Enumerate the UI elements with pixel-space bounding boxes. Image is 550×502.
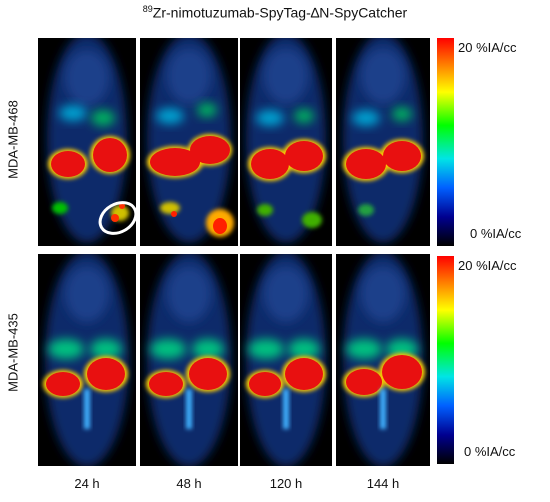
pet-scan-graphic (146, 254, 231, 466)
pet-image-mda-mb-468-120h (240, 38, 332, 246)
timepoint-label-120h: 120 h (269, 476, 303, 491)
colorbar-row2 (437, 256, 454, 464)
pet-scan-graphic (147, 38, 234, 243)
pet-scan-graphic (246, 38, 326, 243)
pet-scan-graphic (43, 254, 129, 466)
colorbar-row1-max-label: 20 %IA/cc (458, 40, 517, 55)
timepoint-label-144h: 144 h (366, 476, 400, 491)
pet-image-mda-mb-435-120h (240, 254, 332, 466)
figure-title: 89Zr-nimotuzumab-SpyTag-∆N-SpyCatcher (142, 4, 408, 21)
pet-image-mda-mb-435-48h (140, 254, 238, 466)
pet-image-mda-mb-435-24h (38, 254, 136, 466)
pet-scan-graphic (47, 38, 136, 243)
tumor-highlight-circle (98, 201, 136, 235)
colorbar-row2-min-label: 0 %IA/cc (464, 444, 516, 459)
row-label-mda-mb-468: MDA-MB-468 (5, 100, 21, 179)
pet-image-mda-mb-468-24h (38, 38, 136, 246)
pet-scan-graphic (343, 254, 425, 466)
pet-image-mda-mb-435-144h (336, 254, 430, 466)
timepoint-label-48h: 48 h (176, 476, 202, 491)
colorbar-row2-max-label: 20 %IA/cc (458, 258, 517, 273)
row-label-mda-mb-435: MDA-MB-435 (5, 313, 21, 392)
timepoint-label-24h: 24 h (74, 476, 100, 491)
pet-image-mda-mb-468-48h (140, 38, 238, 246)
colorbar-row1 (437, 38, 454, 246)
pet-scan-graphic (343, 38, 424, 243)
colorbar-row1-min-label: 0 %IA/cc (470, 226, 522, 241)
pet-scan-graphic (246, 254, 326, 466)
pet-image-mda-mb-468-144h (336, 38, 430, 246)
